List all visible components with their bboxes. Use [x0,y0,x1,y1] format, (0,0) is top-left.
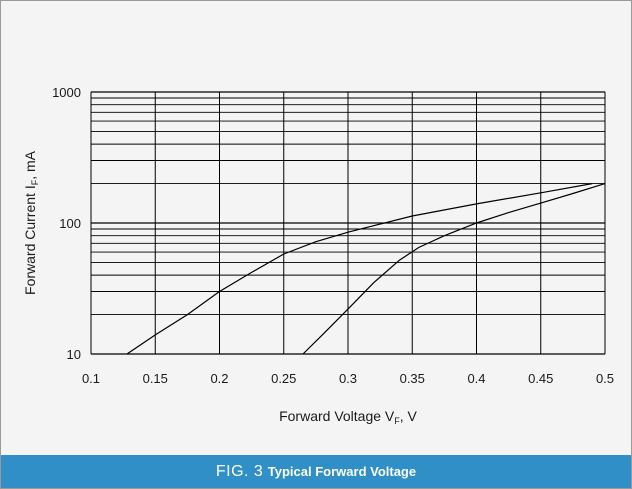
x-tick-label: 0.1 [82,371,100,386]
y-tick-label: 100 [59,216,81,231]
x-tick-label: 0.2 [210,371,228,386]
series-lines [126,183,606,355]
major-gridlines [90,91,606,355]
y-tick-label: 10 [67,347,81,362]
x-tick-label: 0.25 [271,371,296,386]
y-tick-label: 1000 [52,85,81,100]
x-tick-label: 0.4 [467,371,485,386]
series-line-2 [302,183,606,355]
series-line-1 [126,183,593,355]
figure-title: Typical Forward Voltage [267,464,417,479]
forward-voltage-chart: 0.1 0.15 0.2 0.25 0.3 0.35 0.4 0.45 0.5 10 100 100… [22,85,614,426]
figure-caption: FIG. 3 Typical Forward Voltage [1,455,631,488]
y-tick-labels: 10 100 1000 [52,85,81,362]
x-tick-label: 0.45 [528,371,553,386]
x-tick-labels: 0.1 0.15 0.2 0.25 0.3 0.35 0.4 0.45 0.5 [82,371,614,386]
figure-number: FIG. 3 [215,463,264,480]
y-axis-title: Forward Current IF, mA [22,150,40,295]
x-tick-label: 0.35 [400,371,425,386]
x-tick-label: 0.15 [143,371,168,386]
x-axis-title: Forward Voltage VF, V [279,408,417,426]
x-tick-label: 0.5 [596,371,614,386]
chart-panel: 0.1 0.15 0.2 0.25 0.3 0.35 0.4 0.45 0.5 10 100 100… [1,1,631,455]
x-tick-label: 0.3 [339,371,357,386]
